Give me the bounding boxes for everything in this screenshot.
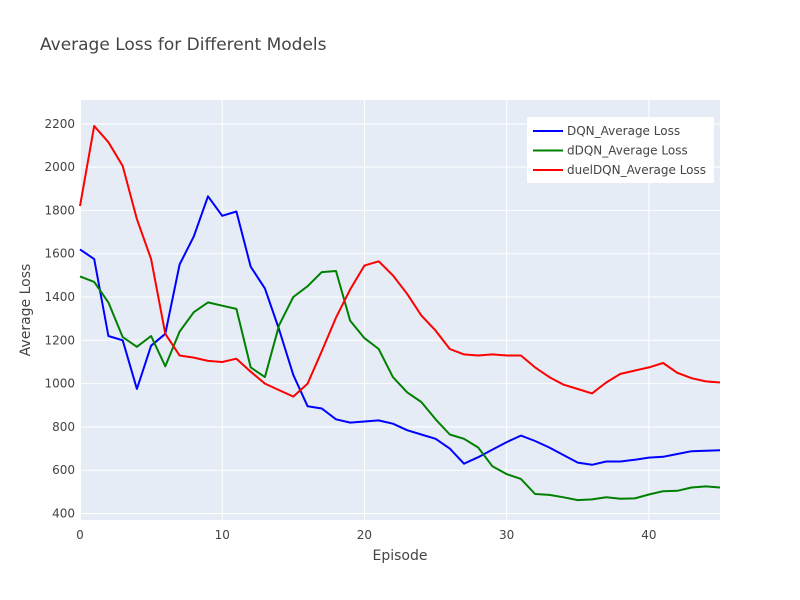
y-tick-label: 2000 (44, 160, 75, 174)
x-tick-label: 0 (76, 528, 84, 542)
legend-label-0: DQN_Average Loss (567, 124, 680, 138)
chart-title: Average Loss for Different Models (40, 35, 327, 55)
grid-lines (79, 100, 720, 520)
series-lines (79, 125, 721, 502)
x-axis-title: Episode (373, 548, 428, 564)
legend: DQN_Average Loss dDQN_Average Loss duelDQN… (527, 117, 714, 183)
y-tick-label: 1000 (44, 377, 75, 391)
y-tick-label: 1600 (44, 247, 75, 261)
legend-label-1: dDQN_Average Loss (567, 144, 688, 158)
y-tick-label: 2200 (44, 117, 75, 131)
series-line-0 (79, 195, 721, 466)
series-line-1 (79, 270, 721, 502)
y-tick-label: 800 (52, 420, 75, 434)
x-tick-label: 20 (357, 528, 372, 542)
x-tick-label: 10 (215, 528, 230, 542)
y-tick-label: 1200 (44, 333, 75, 347)
x-axis-ticks: 0 10 20 30 40 (76, 528, 656, 542)
x-tick-label: 30 (499, 528, 514, 542)
x-tick-label: 40 (641, 528, 656, 542)
y-axis-title: Average Loss (18, 264, 34, 357)
y-tick-label: 1800 (44, 203, 75, 217)
y-axis-ticks: 400 600 800 1000 1200 1400 1600 1800 2000 2200 (44, 117, 75, 521)
y-tick-label: 1400 (44, 290, 75, 304)
y-tick-label: 600 (52, 463, 75, 477)
legend-label-2: duelDQN_Average Loss (567, 163, 706, 177)
y-tick-label: 400 (52, 507, 75, 521)
series-line-2 (79, 125, 721, 398)
